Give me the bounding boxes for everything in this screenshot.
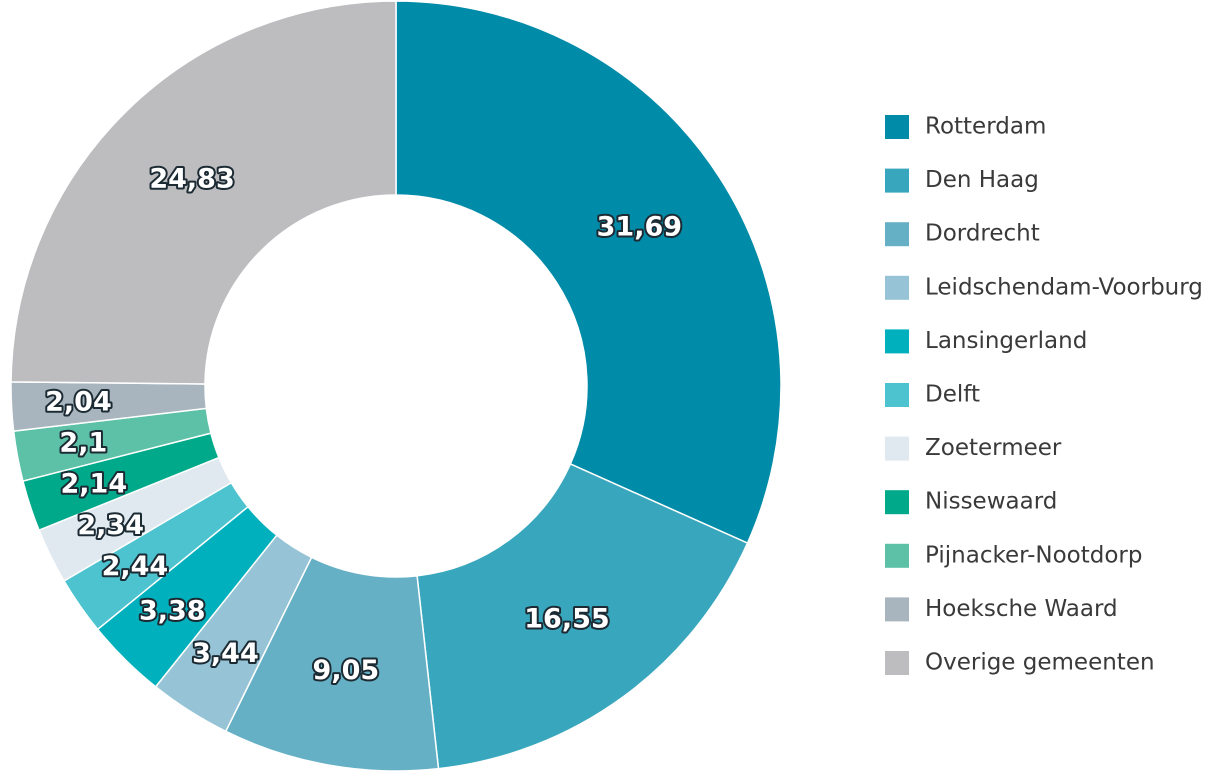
legend-swatch: [885, 597, 909, 622]
legend-swatch: [885, 651, 909, 675]
legend-swatch: [885, 383, 909, 407]
legend-label: Delft: [925, 382, 980, 408]
legend-label: Nissewaard: [925, 489, 1057, 515]
data-label: 2,1: [59, 428, 107, 459]
legend-label: Den Haag: [925, 167, 1039, 193]
legend-swatch: [885, 543, 909, 568]
data-label: 9,05: [313, 655, 380, 686]
donut-segment: [416, 462, 749, 770]
legend-swatch: [885, 275, 909, 300]
legend-label: Hoeksche Waard: [925, 596, 1118, 622]
data-label: 2,14: [60, 469, 127, 500]
legend-label: Overige gemeenten: [925, 650, 1155, 676]
data-label: 31,69: [597, 212, 682, 243]
legend-label: Lansingerland: [925, 328, 1087, 354]
data-label: 3,44: [192, 638, 259, 669]
data-label: 3,38: [139, 595, 206, 626]
legend-label: Pijnacker-Nootdorp: [925, 542, 1143, 568]
legend-swatch: [885, 168, 909, 193]
data-label: 2,04: [45, 386, 112, 417]
legend-swatch: [885, 490, 909, 515]
legend-swatch: [885, 222, 909, 247]
data-label: 16,55: [524, 604, 609, 635]
legend-label: Rotterdam: [925, 114, 1046, 140]
legend-label: Zoetermeer: [925, 435, 1062, 461]
data-label: 24,83: [149, 163, 234, 194]
donut-segment: [10, 0, 397, 385]
legend-swatch: [885, 115, 909, 139]
legend-label: Leidschendam-Voorburg: [925, 274, 1203, 300]
legend-label: Dordrecht: [925, 221, 1040, 247]
data-label: 2,34: [77, 510, 144, 541]
legend-swatch: [885, 329, 909, 354]
data-label: 2,44: [102, 551, 169, 582]
donut-segment: [395, 0, 782, 545]
legend-swatch: [885, 436, 909, 461]
legend: Rotterdam Den Haag Dordrecht Leidschendam-V…: [885, 114, 1203, 676]
